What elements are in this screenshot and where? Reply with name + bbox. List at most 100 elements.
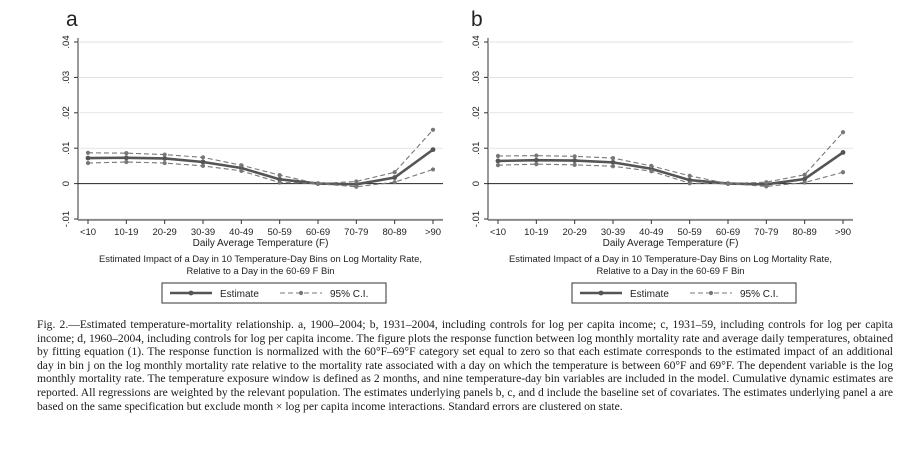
x-tick-label: 50-59 (268, 227, 292, 238)
y-tick-label: .04 (61, 35, 72, 48)
ci-line (87, 161, 434, 188)
ci-point (495, 163, 501, 168)
estimate-point (533, 157, 539, 163)
ci-point (764, 184, 769, 189)
x-tick-label: >90 (425, 227, 441, 238)
x-axis-title: Daily Average Temperature (F) (603, 238, 739, 249)
legend-ci-label: 95% C.I. (330, 289, 368, 300)
ci-point (277, 180, 282, 185)
ci-point (354, 179, 359, 184)
ci-point (802, 180, 807, 185)
ci-point (85, 150, 91, 155)
ci-point (764, 180, 769, 185)
legend-estimate-label: Estimate (220, 289, 259, 300)
x-tick-label: <10 (80, 227, 96, 238)
x-tick-label: 30-39 (191, 227, 215, 238)
x-tick-label: 70-79 (344, 227, 368, 238)
ci-point (572, 154, 577, 159)
ci-point (534, 153, 539, 158)
ci-line (497, 163, 844, 187)
ci-point (802, 172, 807, 177)
ci-point (610, 156, 616, 161)
estimate-point (85, 155, 91, 161)
chart-subtitle-line: Relative to a Day in the 60-69 F Bin (597, 265, 745, 276)
x-tick-label: 10-19 (114, 227, 138, 238)
ci-point (392, 170, 397, 175)
y-tick-label: .01 (471, 142, 482, 155)
x-tick-label: 80-89 (793, 227, 817, 238)
ci-line (497, 131, 844, 185)
ci-point (354, 184, 359, 189)
ci-point (495, 153, 501, 159)
ci-point (162, 160, 167, 166)
estimate-line (497, 151, 844, 186)
y-tick-label: .03 (471, 71, 482, 84)
y-tick-label: -.01 (471, 211, 482, 227)
estimate-point (840, 150, 846, 155)
legend-box (161, 282, 387, 304)
y-tick-label: .04 (471, 35, 482, 48)
legend-ci-marker (298, 290, 304, 296)
ci-point (277, 173, 282, 178)
legend-estimate-marker (188, 290, 194, 296)
y-tick-label: .02 (471, 106, 482, 119)
estimate-point (123, 155, 129, 161)
ci-point (649, 163, 654, 168)
estimate-point (277, 176, 283, 182)
y-tick-label: .02 (61, 106, 72, 119)
panel-a: a -.01 0 .01 .02 .03 .04 <10 10-19 20-29 30-39 40-4… (61, 8, 443, 304)
y-tick-label: .03 (61, 71, 72, 84)
ci-point (649, 169, 654, 174)
figure-caption: Fig. 2.—Estimated temperature-mortality … (37, 318, 893, 413)
ci-point (124, 159, 129, 165)
x-tick-label: 50-59 (678, 227, 702, 238)
ci-point (239, 168, 244, 173)
ci-point (725, 181, 731, 186)
ci-point (124, 151, 129, 156)
x-tick-label: 20-29 (563, 227, 587, 238)
ci-point (200, 163, 206, 168)
ci-point (239, 163, 244, 168)
x-tick-label: 30-39 (601, 227, 625, 238)
y-tick-label: -.01 (61, 211, 72, 227)
ci-point (85, 160, 91, 166)
x-tick-label: 60-69 (716, 227, 740, 238)
x-tick-label: <10 (490, 227, 506, 238)
estimate-point (802, 176, 808, 182)
ci-point (430, 167, 436, 172)
ci-point (687, 173, 692, 178)
panel-letter: b (471, 8, 483, 31)
legend-estimate-marker (598, 290, 604, 296)
estimate-point (200, 159, 206, 165)
panel-b: b -.01 0 .01 .02 .03 .04 <10 10-19 20-29 30-39 40-4… (471, 8, 853, 304)
panel-letter: a (66, 8, 78, 31)
ci-point (840, 130, 846, 135)
ci-point (430, 127, 436, 132)
estimate-point (392, 175, 398, 180)
chart-subtitle-line: Estimated Impact of a Day in 10 Temperat… (509, 253, 832, 264)
legend-ci-marker (708, 290, 714, 296)
x-tick-label: 10-19 (524, 227, 548, 238)
x-tick-label: 20-29 (153, 227, 177, 238)
legend-box (571, 282, 797, 304)
x-tick-label: 40-49 (229, 227, 253, 238)
ci-point (610, 164, 616, 169)
estimate-point (610, 159, 616, 165)
y-tick-label: .01 (61, 142, 72, 155)
x-tick-label: 70-79 (754, 227, 778, 238)
ci-point (840, 170, 846, 175)
figure-2-panels: a -.01 0 .01 .02 .03 .04 <10 10-19 20-29 30-39 40-4… (61, 8, 853, 304)
x-tick-label: 40-49 (639, 227, 663, 238)
y-tick-label: 0 (471, 181, 482, 186)
estimate-line (87, 148, 434, 186)
estimate-point (430, 147, 436, 153)
ci-point (315, 181, 321, 186)
ci-point (534, 162, 539, 167)
ci-point (162, 152, 167, 157)
ci-point (392, 180, 397, 185)
x-tick-label: 80-89 (383, 227, 407, 238)
y-tick-label: 0 (61, 181, 72, 186)
estimate-point (687, 177, 693, 183)
x-tick-label: 60-69 (306, 227, 330, 238)
ci-point (687, 181, 692, 186)
